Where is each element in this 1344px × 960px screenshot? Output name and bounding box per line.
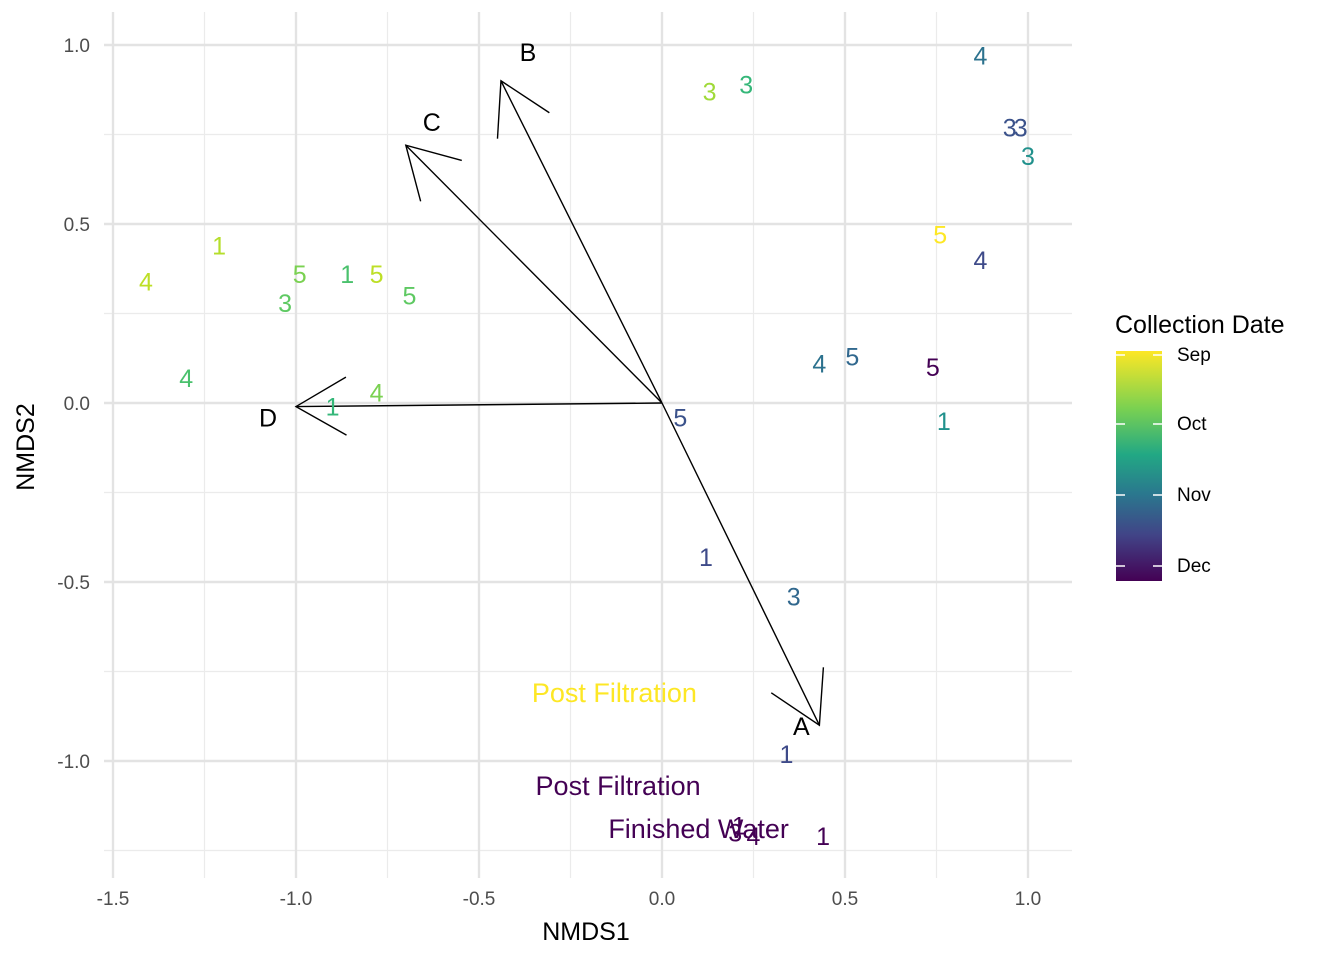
- data-point: 4: [370, 379, 384, 407]
- y-tick-label: -0.5: [57, 573, 90, 594]
- x-tick-label: -1.0: [280, 889, 313, 910]
- vector-label: B: [520, 39, 537, 67]
- data-point: 1: [699, 544, 713, 572]
- y-axis-title: NMDS2: [12, 403, 40, 491]
- data-point: 5: [403, 283, 417, 311]
- x-axis-title: NMDS1: [542, 918, 630, 946]
- data-point: 5: [370, 261, 384, 289]
- x-tick-label: -1.5: [97, 889, 130, 910]
- data-point: 4: [139, 268, 153, 296]
- vector-label: A: [793, 713, 810, 741]
- legend: Collection Date Sep Oct Nov Dec: [1115, 311, 1285, 581]
- x-axis-ticks: -1.5 -1.0 -0.5 0.0 0.5 1.0: [97, 889, 1042, 910]
- data-point: 5: [933, 222, 947, 250]
- data-point: 1: [732, 812, 746, 840]
- legend-label: Sep: [1177, 345, 1211, 366]
- data-point: 5: [293, 261, 307, 289]
- data-point: 3: [728, 820, 742, 848]
- site-annotation: Finished Water: [608, 814, 789, 844]
- vector-arrow-d: [294, 376, 663, 436]
- data-point: 3: [1021, 143, 1035, 171]
- data-point: 4: [179, 365, 193, 393]
- data-point: 3: [1003, 114, 1017, 142]
- grid: [104, 12, 1072, 878]
- y-axis-ticks: -1.0 -0.5 0.0 0.5 1.0: [57, 36, 90, 773]
- site-annotation: Post Filtration: [532, 678, 697, 708]
- y-tick-label: -1.0: [57, 752, 90, 773]
- vector-label: C: [423, 109, 441, 137]
- data-point: 1: [816, 823, 830, 851]
- x-tick-label: -0.5: [463, 889, 496, 910]
- data-point: 4: [973, 43, 987, 71]
- legend-title: Collection Date: [1115, 311, 1285, 339]
- data-point: 1: [340, 261, 354, 289]
- y-tick-label: 0.5: [64, 215, 90, 236]
- vector-arrow-a: [661, 402, 825, 727]
- data-point: 1: [326, 394, 340, 422]
- legend-ticks: Sep Oct Nov Dec: [1116, 345, 1211, 577]
- vector-arrow-b: [496, 79, 663, 404]
- data-point: 5: [926, 354, 940, 382]
- legend-label: Nov: [1177, 485, 1211, 506]
- y-tick-label: 1.0: [64, 36, 90, 57]
- vector-arrow-c: [404, 144, 663, 404]
- data-point: 3: [278, 290, 292, 318]
- data-point: 3: [739, 71, 753, 99]
- data-point: 4: [973, 247, 987, 275]
- data-point: 5: [845, 343, 859, 371]
- data-point: 1: [937, 408, 951, 436]
- annotations: Post Filtration Post Filtration Finished W…: [532, 678, 789, 844]
- legend-label: Oct: [1177, 414, 1207, 435]
- data-point: 3: [787, 583, 801, 611]
- y-tick-label: 0.0: [64, 394, 90, 415]
- x-tick-label: 0.0: [649, 889, 675, 910]
- site-annotation: Post Filtration: [536, 771, 701, 801]
- data-point: 1: [779, 741, 793, 769]
- data-point: 1: [212, 232, 226, 260]
- data-point: 5: [673, 404, 687, 432]
- legend-colorbar: [1116, 351, 1162, 581]
- vector-label: D: [259, 405, 277, 433]
- legend-label: Dec: [1177, 556, 1211, 577]
- x-tick-label: 0.5: [832, 889, 858, 910]
- x-tick-label: 1.0: [1015, 889, 1041, 910]
- data-point: 4: [812, 351, 826, 379]
- data-point: 3: [1014, 114, 1028, 142]
- data-point: 4: [747, 823, 761, 851]
- vectors: A B C D: [259, 39, 825, 741]
- data-point: 3: [703, 79, 717, 107]
